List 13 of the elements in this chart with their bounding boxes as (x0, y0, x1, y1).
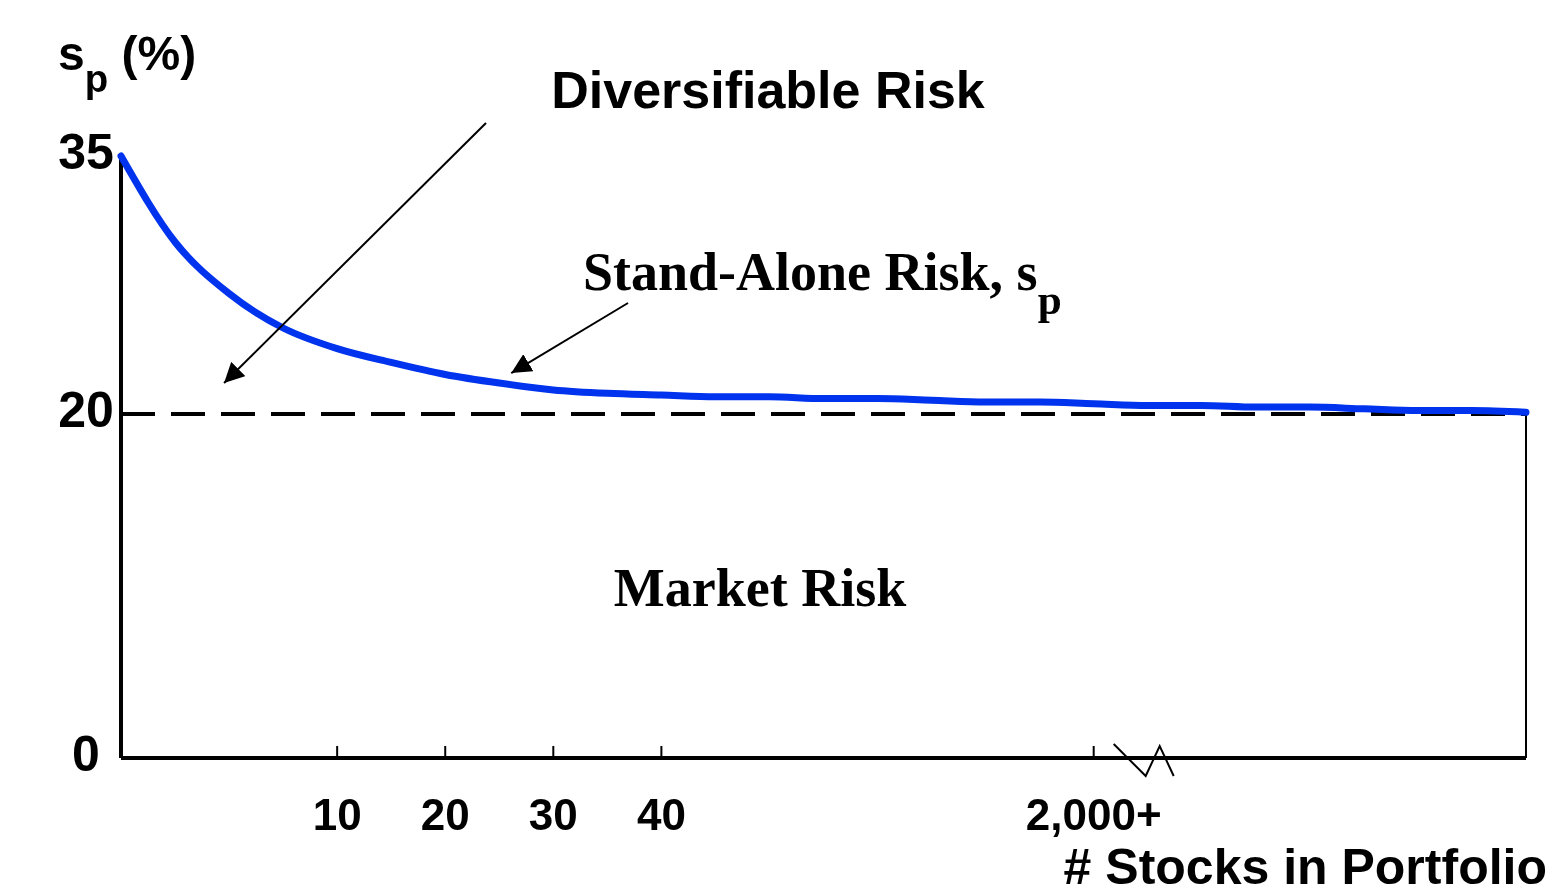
y-tick-label: 0 (72, 726, 100, 783)
text: Diversifiable Risk (551, 61, 985, 119)
y-tick-label: 20 (58, 382, 114, 439)
y-axis-title: s$_{p}$ (%) (58, 27, 197, 100)
annotation: Market Risk (613, 558, 907, 618)
x-tick-label: 30 (528, 790, 578, 839)
x-tick-label: 2,000+ (1025, 790, 1162, 839)
y-tick-label: 35 (58, 124, 114, 181)
annotation: Stand-Alone Risk, s$_{p}$ (583, 242, 1062, 323)
x-tick-label: 40 (636, 790, 686, 839)
x-axis-title: # Stocks in Portfolio (1063, 839, 1547, 894)
x-tick-label: 20 (420, 790, 470, 839)
x-tick-label: 10 (312, 790, 362, 839)
